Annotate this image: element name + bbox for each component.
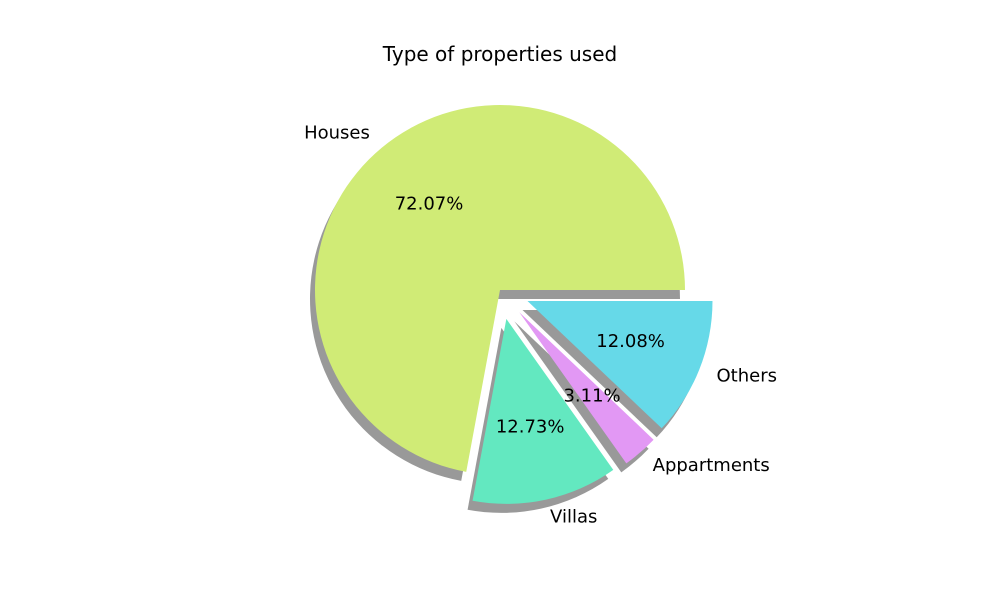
pie-slice-houses [315, 104, 685, 472]
slice-percent-appartments: 3.11% [563, 385, 620, 406]
slice-label-houses: Houses [304, 123, 370, 144]
pie-slice-appartments [519, 312, 654, 464]
slice-percent-houses: 72.07% [395, 194, 464, 215]
slice-percent-villas: 12.73% [496, 416, 565, 437]
slice-label-villas: Villas [550, 507, 597, 528]
pie-slice-villas [472, 318, 614, 504]
chart-title: Type of properties used [382, 42, 618, 66]
label-layer: Houses 72.07% Villas 12.73% Appartments 3.11%… [304, 123, 777, 528]
slice-label-appartments: Appartments [653, 455, 770, 476]
slice-label-others: Others [717, 365, 778, 386]
slice-percent-others: 12.08% [596, 331, 665, 352]
slice-layer [315, 104, 713, 504]
pie-slice-others [527, 300, 713, 429]
